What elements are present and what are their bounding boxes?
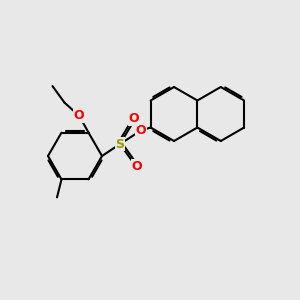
Text: O: O: [74, 109, 84, 122]
Text: S: S: [116, 137, 124, 151]
Text: O: O: [128, 112, 139, 125]
Text: O: O: [136, 124, 146, 137]
Text: O: O: [131, 160, 142, 173]
